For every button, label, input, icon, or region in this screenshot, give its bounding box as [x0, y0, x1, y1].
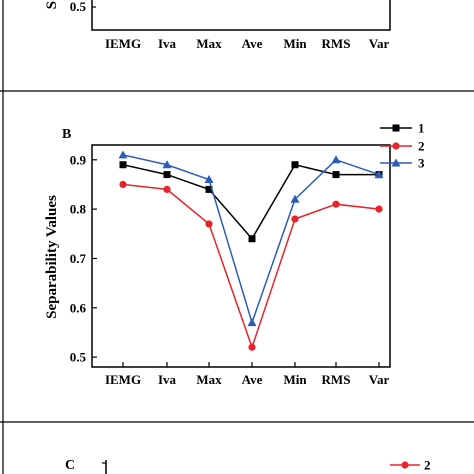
panel-b-xtick-label: Var [369, 372, 390, 387]
series-3-point [118, 150, 128, 159]
panel-a-xtick-label: RMS [322, 36, 351, 51]
series-3-point [374, 170, 384, 179]
series-3-point [247, 318, 257, 327]
legend-label-3: 3 [418, 156, 425, 171]
series-2-point [375, 205, 383, 213]
panel-c: C 2 [65, 458, 431, 474]
series-1-point [163, 171, 171, 179]
series-2-point [291, 215, 299, 223]
series-2-point [205, 220, 213, 228]
panel-a-xtick-label: Max [196, 36, 222, 51]
panel-b-ytick-label: 0.7 [70, 251, 87, 266]
panel-c-legend-label-2: 2 [424, 458, 431, 473]
series-3-point [162, 160, 172, 169]
series-1 [119, 161, 383, 243]
series-2-point [248, 343, 256, 351]
panel-a-xtick-label: IEMG [105, 36, 141, 51]
legend-marker-1 [392, 124, 400, 132]
panel-a-ytick: 0.5 [70, 0, 87, 14]
panel-a-xtick-label: Ave [242, 36, 263, 51]
panel-b-ylabel: Separability Values [44, 195, 60, 319]
panel-b-ytick-label: 0.6 [70, 300, 87, 315]
series-1-point [291, 161, 299, 169]
panel-a-xtick-label: Iva [158, 36, 177, 51]
panel-a-xtick-label: Var [369, 36, 390, 51]
panel-b-ytick-label: 0.5 [70, 350, 87, 365]
panel-a: S 0.5 IEMG Iva Max Ave Min RMS Var [44, 0, 391, 51]
series-1-line [122, 163, 379, 241]
panel-b-xtick-label: Min [283, 372, 307, 387]
series-3-point [204, 175, 214, 184]
panel-b-xtick-label: IEMG [105, 372, 141, 387]
legend-label-1: 1 [418, 121, 425, 136]
panel-b-ytick-label: 0.9 [70, 152, 87, 167]
series-2 [119, 180, 383, 351]
panel-b-plot-frame [91, 144, 391, 368]
panel-a-plot-frame [91, 0, 391, 31]
legend-label-2: 2 [418, 139, 425, 154]
series-3 [118, 150, 384, 327]
series-1-point [119, 161, 127, 169]
panel-c-letter: C [65, 458, 75, 473]
panel-b-xtick-label: RMS [322, 372, 351, 387]
panel-c-legend-marker-2 [401, 461, 409, 469]
legend-marker-2 [392, 142, 400, 150]
series-2-point [119, 180, 127, 189]
series-3-point [331, 155, 341, 164]
panel-b-ytick-label: 0.8 [70, 202, 87, 217]
panel-b-xtick-label: Ave [242, 372, 263, 387]
series-2-point [163, 185, 171, 193]
series-3-point [290, 194, 300, 203]
panel-b-legend: 1 2 3 [380, 121, 425, 171]
legend-marker-3 [391, 158, 401, 167]
panel-b-xtick-label: Iva [158, 372, 177, 387]
series-1-point [205, 185, 213, 193]
series-1-point [332, 171, 340, 179]
panel-a-xtick-label: Min [283, 36, 307, 51]
panel-a-ylabel-fragment: S [44, 1, 60, 9]
series-2-point [332, 200, 340, 208]
panel-b-xtick-label: Max [196, 372, 222, 387]
panel-b: B Separability Values 0.5 0.6 0.7 0.8 0.9 IE… [44, 121, 425, 388]
series-1-point [248, 235, 256, 243]
panel-c-legend: 2 [390, 458, 431, 473]
panel-b-letter: B [62, 127, 71, 142]
